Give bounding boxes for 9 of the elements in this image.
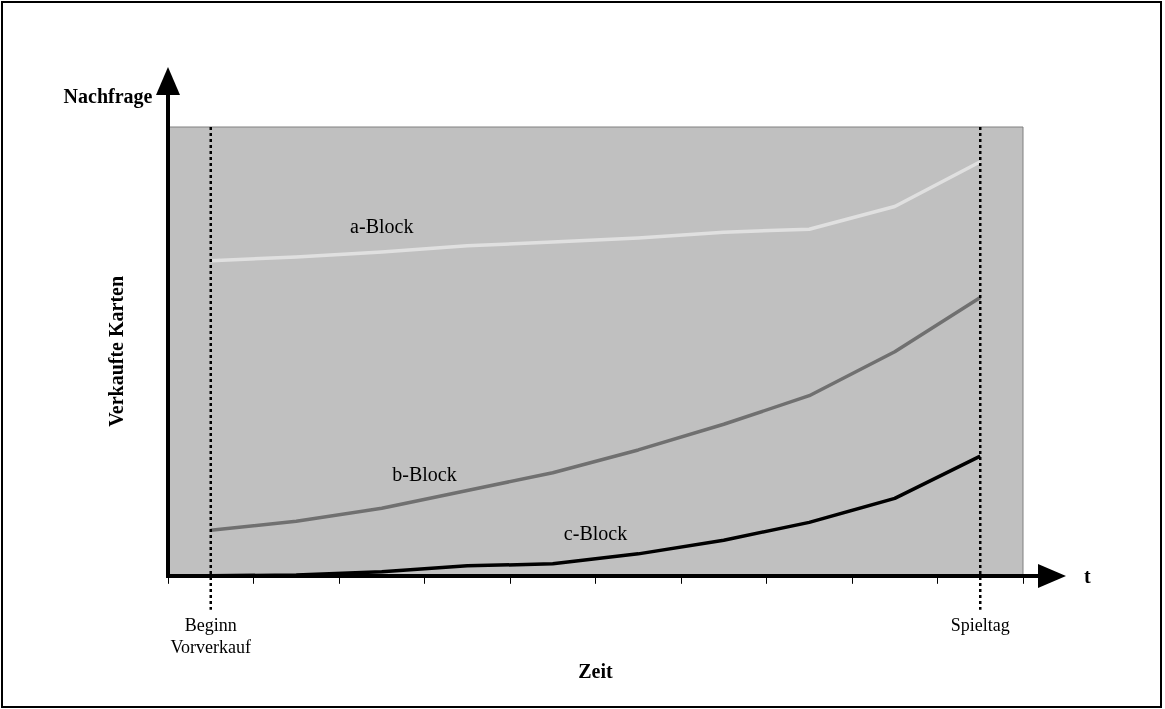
text: t [1084,564,1091,587]
x-axis-title: Zeit [578,660,614,683]
text: Nachfrage [63,85,153,109]
series-label: a-Block [350,215,414,238]
series-label: b-Block [392,462,457,485]
x-tick-label: Spieltag [950,615,1010,636]
y-axis-title: Verkaufte Karten [105,275,128,427]
x-tick-label: Beginn Vorverkauf [170,615,252,657]
series-label: c-Block [563,522,628,545]
